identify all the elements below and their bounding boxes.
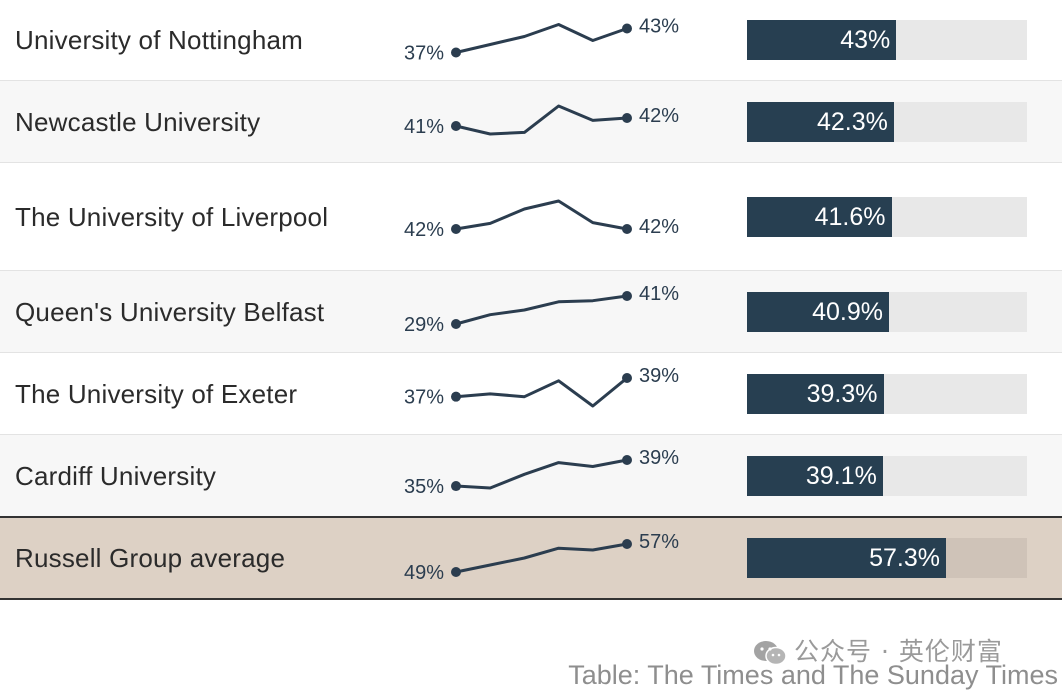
watermark: 公众号 · 英伦财富	[752, 632, 1003, 668]
trend-line	[455, 199, 628, 231]
university-name: University of Nottingham	[15, 25, 304, 55]
value-bar-fill	[747, 373, 884, 414]
university-name: Newcastle University	[15, 106, 261, 137]
value-label: 39.3%	[806, 379, 878, 408]
value-bar-track: 42.3%	[747, 101, 1027, 142]
university-name: Russell Group average	[15, 543, 286, 573]
trend-sparkline: 37% 39%	[404, 365, 679, 409]
trend-start-point	[451, 567, 461, 577]
value-bar-track: 57.3%	[747, 538, 1027, 578]
value-label: 43%	[840, 26, 891, 54]
table-row: Queen's University Belfast 29% 41% 40.9%	[0, 271, 1062, 353]
value-bar-fill	[747, 20, 897, 60]
value-label: 57.3%	[869, 544, 940, 572]
trend-sparkline: 37% 43%	[404, 16, 679, 65]
trend-end-point	[622, 373, 632, 383]
value-bar-fill	[747, 101, 894, 142]
value-bar-track: 41.6%	[747, 196, 1027, 237]
trend-end-label: 39%	[639, 365, 679, 387]
trend-start-label: 37%	[404, 387, 444, 409]
trend-sparkline: 41% 42%	[404, 104, 679, 138]
value-bar-fill	[747, 455, 883, 496]
trend-start-label: 42%	[404, 219, 444, 241]
table-row: University of Nottingham 37% 43% 43%	[0, 0, 1062, 81]
trend-line	[455, 294, 628, 326]
trend-end-point	[622, 291, 632, 301]
value-bar-fill	[747, 196, 892, 237]
value-label: 39.1%	[805, 461, 877, 490]
trend-start-point	[451, 224, 461, 234]
trend-start-label: 29%	[404, 314, 444, 336]
trend-line	[455, 542, 628, 574]
university-name: The University of Exeter	[15, 378, 298, 409]
value-label: 42.3%	[817, 107, 888, 136]
trend-start-label: 37%	[404, 43, 444, 65]
value-bar-track: 43%	[747, 20, 1027, 60]
trend-sparkline: 35% 39%	[404, 447, 679, 498]
trend-line	[455, 458, 628, 490]
table-row: Cardiff University 35% 39% 39.1%	[0, 435, 1062, 517]
trend-start-label: 41%	[404, 116, 444, 138]
trend-start-point	[451, 481, 461, 492]
value-bar-fill	[747, 291, 889, 332]
value-label: 41.6%	[814, 202, 886, 231]
university-name: Cardiff University	[15, 460, 217, 491]
value-bar-track: 40.9%	[747, 291, 1027, 332]
value-bar-track: 39.1%	[747, 455, 1027, 496]
trend-end-point	[622, 23, 632, 34]
trend-start-point	[451, 319, 461, 329]
trend-end-label: 42%	[639, 216, 679, 238]
trend-end-label: 39%	[639, 447, 679, 469]
trend-sparkline: 49% 57%	[404, 531, 679, 584]
table-row: The University of Exeter 37% 39% 39.3%	[0, 353, 1062, 435]
trend-end-point	[622, 539, 632, 549]
source-credit: Table: The Times and The Sunday Times	[568, 660, 1058, 690]
watermark-text: 公众号 · 英伦财富	[794, 637, 1003, 666]
trend-line	[455, 104, 628, 136]
trend-start-point	[451, 121, 461, 131]
trend-end-label: 42%	[639, 105, 679, 127]
trend-end-label: 57%	[639, 531, 679, 553]
trend-end-point	[622, 113, 632, 123]
trend-sparkline: 42% 42%	[404, 199, 679, 241]
value-bar-track: 39.3%	[747, 373, 1027, 414]
wechat-icon	[754, 641, 787, 666]
trend-sparkline: 29% 41%	[404, 283, 679, 336]
university-name: Queen's University Belfast	[15, 296, 325, 327]
average-row: Russell Group average 49% 57% 57.3%	[0, 516, 1062, 600]
trend-start-label: 49%	[404, 562, 444, 584]
value-label: 40.9%	[812, 297, 883, 326]
trend-end-label: 43%	[639, 16, 679, 38]
table-row: The University of Liverpool 42% 42% 41.6%	[0, 163, 1062, 271]
trend-end-label: 41%	[639, 283, 679, 305]
trend-start-label: 35%	[404, 476, 444, 498]
trend-start-point	[451, 391, 461, 402]
trend-start-point	[451, 47, 461, 58]
university-name: The University of Liverpool	[15, 201, 329, 232]
table-row: Newcastle University 41% 42% 42.3%	[0, 81, 1062, 163]
trend-end-point	[622, 224, 632, 234]
value-bar-fill	[747, 538, 946, 578]
trend-line	[455, 376, 628, 408]
trend-end-point	[622, 455, 632, 465]
trend-line	[455, 23, 628, 54]
